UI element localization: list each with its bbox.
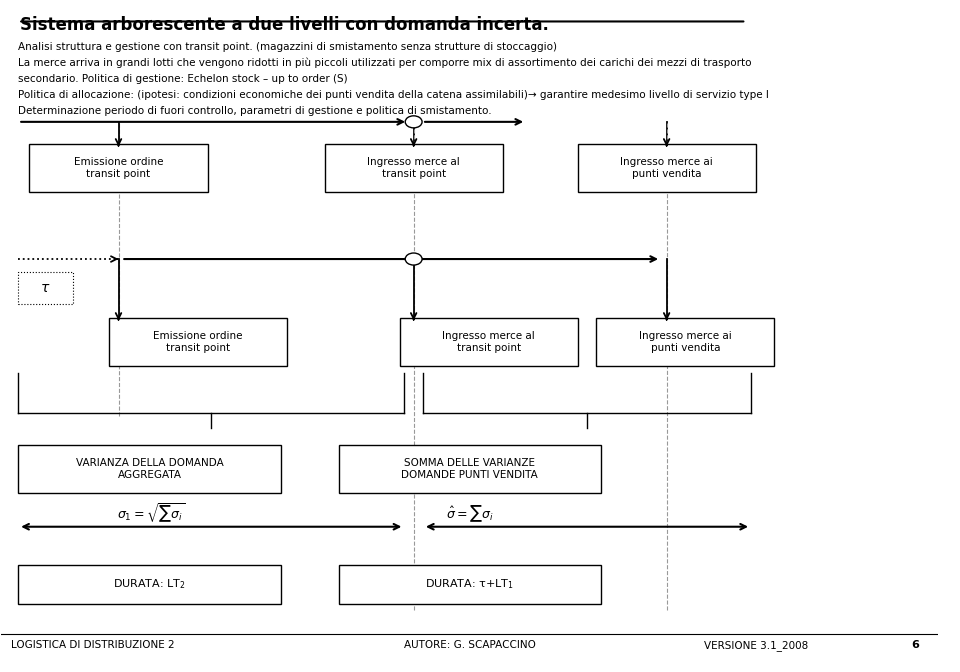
FancyBboxPatch shape [339,565,601,603]
Text: Determinazione periodo di fuori controllo, parametri di gestione e politica di s: Determinazione periodo di fuori controll… [18,106,492,116]
Text: $\sigma_1 = \sqrt{\sum \sigma_i}$: $\sigma_1 = \sqrt{\sum \sigma_i}$ [117,501,185,526]
Text: DURATA: τ+LT$_1$: DURATA: τ+LT$_1$ [425,577,515,591]
FancyBboxPatch shape [109,318,287,366]
Circle shape [405,253,422,265]
FancyBboxPatch shape [339,445,601,493]
Text: 6: 6 [912,640,920,650]
Text: SOMMA DELLE VARIANZE
DOMANDE PUNTI VENDITA: SOMMA DELLE VARIANZE DOMANDE PUNTI VENDI… [401,458,539,480]
Text: Politica di allocazione: (ipotesi: condizioni economiche dei punti vendita della: Politica di allocazione: (ipotesi: condi… [18,90,769,99]
Text: La merce arriva in grandi lotti che vengono ridotti in più piccoli utilizzati pe: La merce arriva in grandi lotti che veng… [18,58,752,68]
Circle shape [405,116,422,128]
Text: secondario. Politica di gestione: Echelon stock – up to order (S): secondario. Politica di gestione: Echelo… [18,74,348,84]
FancyBboxPatch shape [578,144,756,192]
FancyBboxPatch shape [30,144,207,192]
FancyBboxPatch shape [18,445,280,493]
FancyBboxPatch shape [596,318,775,366]
Text: $\tau$: $\tau$ [40,281,51,295]
Text: DURATA: LT$_2$: DURATA: LT$_2$ [113,577,186,591]
Text: Sistema arborescente a due livelli con domanda incerta.: Sistema arborescente a due livelli con d… [20,16,549,34]
Text: $\hat{\sigma} = \sum \sigma_i$: $\hat{\sigma} = \sum \sigma_i$ [446,503,493,523]
FancyBboxPatch shape [324,144,503,192]
Text: AUTORE: G. SCAPACCINO: AUTORE: G. SCAPACCINO [404,640,536,650]
FancyBboxPatch shape [18,271,73,304]
Text: Ingresso merce ai
punti vendita: Ingresso merce ai punti vendita [639,331,732,353]
Text: Emissione ordine
transit point: Emissione ordine transit point [74,157,163,179]
Text: Analisi struttura e gestione con transit point. (magazzini di smistamento senza : Analisi struttura e gestione con transit… [18,42,557,52]
Text: VARIANZA DELLA DOMANDA
AGGREGATA: VARIANZA DELLA DOMANDA AGGREGATA [76,458,224,480]
FancyBboxPatch shape [399,318,578,366]
Text: Ingresso merce al
transit point: Ingresso merce al transit point [368,157,460,179]
Text: Ingresso merce al
transit point: Ingresso merce al transit point [443,331,535,353]
Text: VERSIONE 3.1_2008: VERSIONE 3.1_2008 [704,640,808,650]
Text: Emissione ordine
transit point: Emissione ordine transit point [154,331,243,353]
FancyBboxPatch shape [18,565,280,603]
Text: LOGISTICA DI DISTRIBUZIONE 2: LOGISTICA DI DISTRIBUZIONE 2 [11,640,175,650]
Text: Ingresso merce ai
punti vendita: Ingresso merce ai punti vendita [620,157,713,179]
